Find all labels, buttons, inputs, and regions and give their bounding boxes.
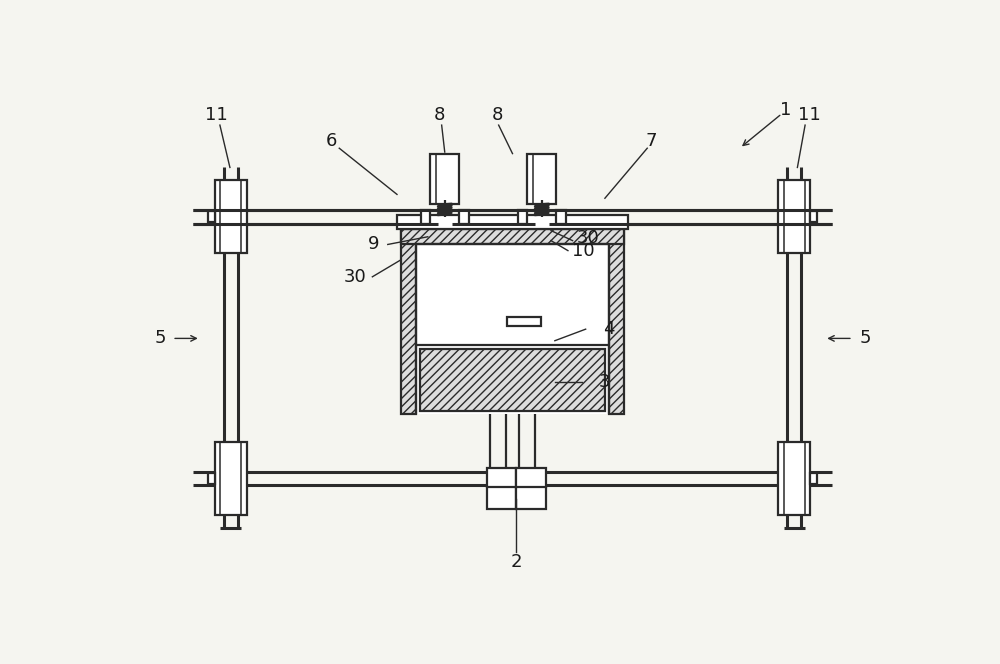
Text: 2: 2 [511,552,522,570]
Text: 6: 6 [326,131,337,149]
Text: 11: 11 [205,106,227,124]
Bar [778,180,810,253]
Bar [438,205,452,225]
Bar [778,442,810,515]
Text: 7: 7 [645,131,657,149]
Text: 10: 10 [572,242,595,260]
Bar [215,180,247,253]
Bar [487,485,516,509]
Bar [430,153,459,204]
Text: 8: 8 [434,106,445,124]
Text: 1: 1 [780,101,792,119]
Bar [459,210,469,224]
Bar [516,485,546,509]
Text: 30: 30 [343,268,366,286]
Bar [208,473,215,484]
Bar [208,211,215,222]
Bar [516,467,546,487]
Bar [609,229,624,414]
Bar [487,467,516,487]
Text: 9: 9 [368,236,380,254]
Text: 11: 11 [798,106,820,124]
Bar [420,349,605,411]
Bar [518,210,527,224]
Bar [810,211,817,222]
Bar [397,215,628,229]
Bar [416,244,609,414]
Text: 4: 4 [603,320,615,338]
Bar [507,317,541,326]
Text: 5: 5 [859,329,871,347]
Bar [556,210,566,224]
Bar [401,229,416,414]
Text: 5: 5 [154,329,166,347]
Text: 3: 3 [599,373,611,390]
Bar [421,210,430,224]
Text: 8: 8 [491,106,503,124]
Bar [527,153,556,204]
Text: 30: 30 [577,229,599,247]
Bar [215,442,247,515]
Bar [810,473,817,484]
Bar [401,229,624,244]
Bar [535,205,549,225]
